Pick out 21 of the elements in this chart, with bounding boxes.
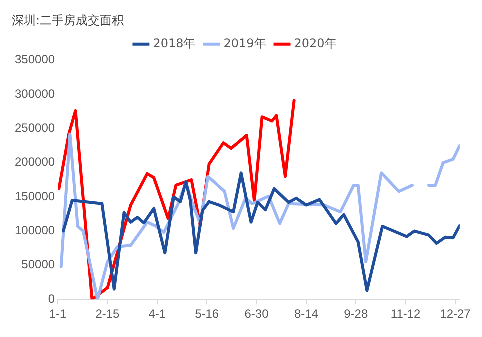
y-tick-label: 300000: [14, 86, 56, 101]
x-tick-label: 8-14: [294, 307, 319, 322]
x-tick-label: 5-16: [195, 307, 220, 322]
y-tick-label: 150000: [14, 189, 56, 204]
y-tick-label: 200000: [14, 155, 56, 170]
x-tick-label: 2-15: [96, 307, 120, 322]
y-tick-label: 350000: [14, 52, 56, 67]
x-tick-label: 9-28: [344, 307, 368, 322]
legend-label: 2018年: [153, 36, 196, 51]
legend-label: 2020年: [294, 36, 337, 51]
y-tick-label: 50000: [22, 258, 56, 272]
y-tick-label: 250000: [14, 121, 56, 136]
x-tick-label: 12-27: [440, 307, 472, 322]
legend-label: 2019年: [224, 36, 266, 51]
x-tick-label: 4-1: [148, 307, 166, 322]
chart-title: 深圳:二手房成交面积: [12, 13, 124, 28]
x-tick-label: 11-12: [390, 307, 422, 322]
y-tick-label: 100000: [14, 224, 56, 238]
y-tick-label: 0: [48, 292, 56, 306]
x-tick-label: 6-30: [244, 307, 270, 322]
x-tick-label: 1-1: [49, 307, 68, 322]
